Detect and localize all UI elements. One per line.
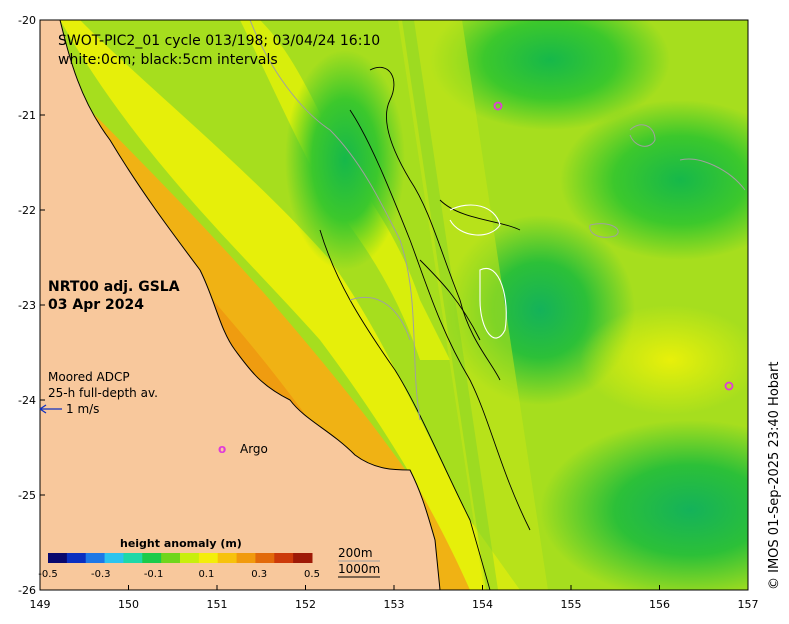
credit-text: © IMOS 01-Sep-2025 23:40 Hobart [767, 362, 782, 590]
x-tick-label: 157 [738, 598, 759, 611]
colorbar-tick-label: -0.5 [38, 569, 58, 580]
colorbar-swatch [161, 553, 181, 563]
colorbar-swatch [48, 553, 68, 563]
land-mass [39, 19, 441, 591]
adcp-line1: Moored ADCP [48, 370, 130, 384]
adcp-line2: 25-h full-depth av. [48, 386, 158, 400]
colorbar-swatch [104, 553, 124, 563]
x-tick-label: 149 [30, 598, 51, 611]
colorbar [48, 553, 313, 563]
x-tick-label: 154 [472, 598, 493, 611]
x-tick-label: 153 [384, 598, 405, 611]
colorbar-title: height anomaly (m) [120, 537, 242, 550]
argo-label: Argo [240, 442, 268, 456]
colorbar-swatch [142, 553, 162, 563]
y-tick-label: -25 [18, 489, 36, 502]
product-line2: 03 Apr 2024 [48, 297, 144, 313]
y-tick-label: -22 [18, 204, 36, 217]
argo-float-marker [724, 381, 734, 391]
adcp-scale-label: 1 m/s [66, 402, 99, 416]
colorbar-swatch [123, 553, 143, 563]
colorbar-swatch [255, 553, 275, 563]
colorbar-tick-label: 0.5 [304, 569, 320, 580]
colorbar-tick-label: -0.3 [91, 569, 111, 580]
product-line1: NRT00 adj. GSLA [48, 279, 180, 295]
colorbar-tick-label: 0.3 [251, 569, 267, 580]
x-axis: 149 150 151 152 153 154 155 156 157 [30, 585, 759, 611]
x-tick-label: 150 [118, 598, 139, 611]
colorbar-swatch [180, 553, 200, 563]
colorbar-swatch [85, 553, 106, 563]
colorbar-swatch [293, 553, 313, 563]
colorbar-swatch [198, 553, 219, 563]
title-line2: white:0cm; black:5cm intervals [58, 52, 278, 68]
x-tick-label: 156 [649, 598, 670, 611]
colorbar-swatch [217, 553, 238, 563]
colorbar-tick-label: -0.1 [144, 569, 164, 580]
colorbar-swatch [66, 553, 87, 563]
y-tick-label: -20 [18, 14, 36, 27]
y-tick-label: -24 [18, 394, 36, 407]
adcp-arrow-head-icon [39, 404, 47, 414]
x-tick-label: 152 [295, 598, 316, 611]
argo-marker-icon: o [218, 442, 226, 456]
title-line1: SWOT-PIC2_01 cycle 013/198; 03/04/24 16:… [58, 33, 380, 49]
isobath-200m-label: 200m [338, 546, 373, 560]
colorbar-ticks: -0.5 -0.3 -0.1 0.1 0.3 0.5 [38, 569, 320, 580]
isobath-1000m-label: 1000m [338, 562, 380, 576]
colorbar-swatch [274, 553, 294, 563]
y-tick-label: -23 [18, 299, 36, 312]
y-axis: -20 -21 -22 -23 -24 -25 -26 [18, 14, 45, 597]
colorbar-tick-label: 0.1 [198, 569, 214, 580]
y-tick-label: -26 [18, 584, 36, 597]
x-tick-label: 155 [561, 598, 582, 611]
argo-float-marker [493, 101, 503, 111]
colorbar-swatch [236, 553, 256, 563]
x-tick-label: 151 [207, 598, 228, 611]
y-tick-label: -21 [18, 109, 36, 122]
